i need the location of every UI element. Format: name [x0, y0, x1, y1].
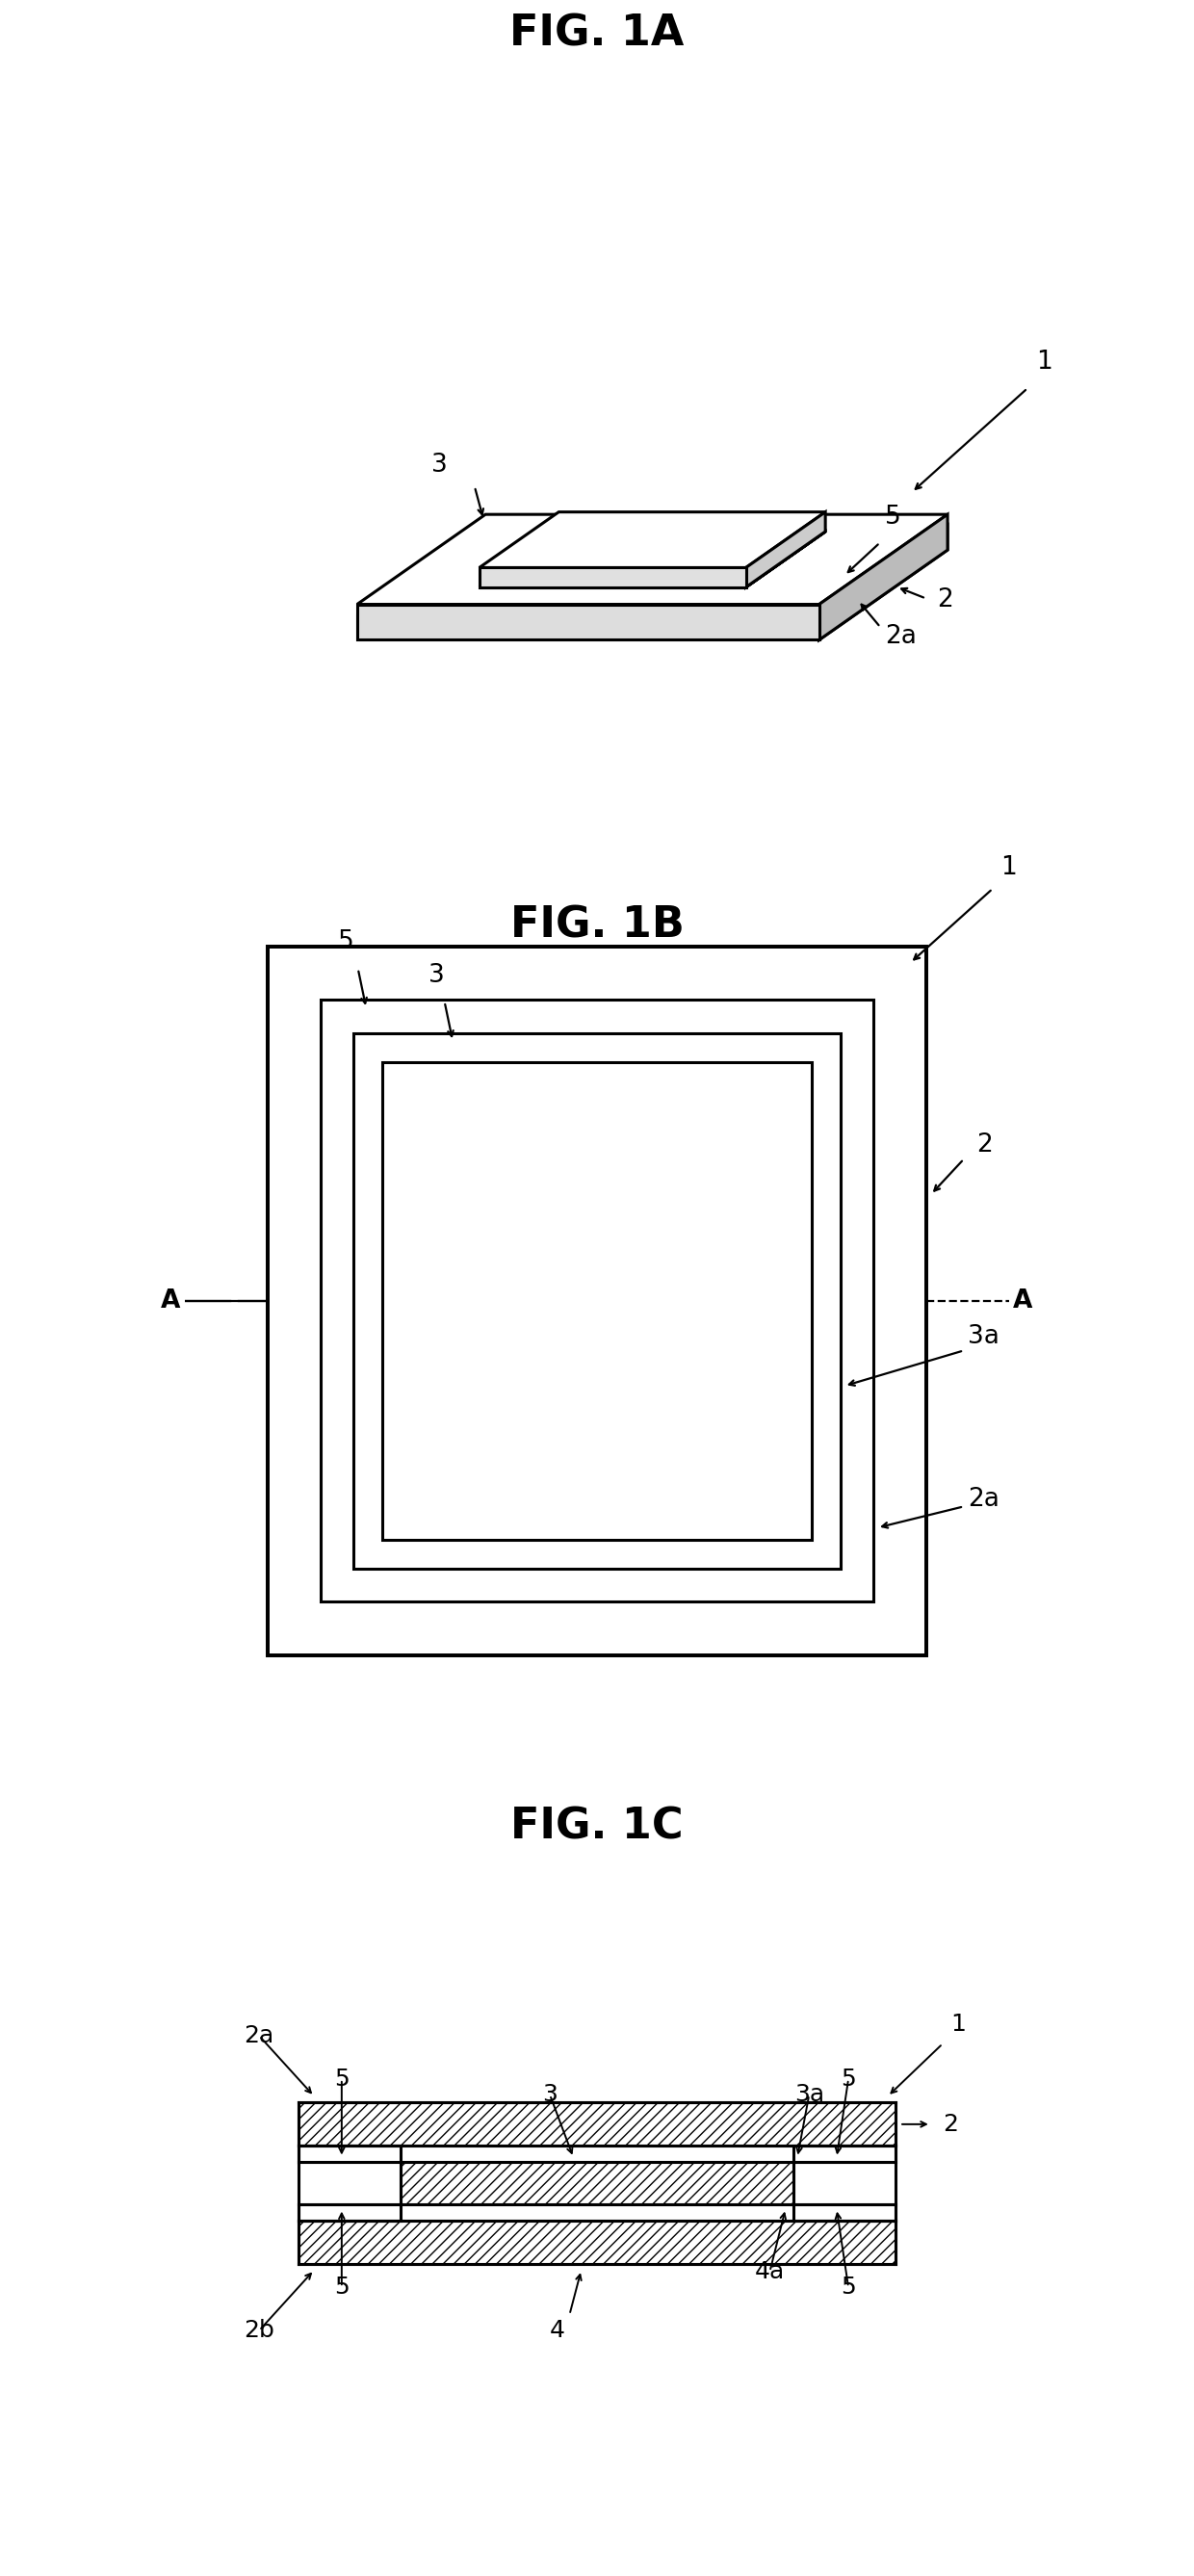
Bar: [793, 2146, 896, 2161]
Text: 3: 3: [431, 453, 447, 477]
Polygon shape: [819, 515, 948, 639]
Text: 3: 3: [542, 2084, 558, 2107]
Text: 5: 5: [841, 2069, 856, 2092]
Text: 1: 1: [1036, 350, 1053, 376]
Bar: [353, 1033, 841, 1569]
Bar: [383, 1061, 811, 1540]
Bar: [267, 945, 927, 1656]
Polygon shape: [479, 567, 746, 587]
Polygon shape: [357, 616, 819, 639]
Text: 5: 5: [334, 2275, 350, 2298]
Text: 1: 1: [1001, 855, 1017, 881]
Text: 2: 2: [943, 2112, 958, 2136]
Bar: [298, 2221, 896, 2264]
Text: 5: 5: [841, 2275, 856, 2298]
Text: 2a: 2a: [885, 623, 917, 649]
Bar: [401, 2161, 793, 2205]
Text: 1: 1: [950, 2012, 966, 2035]
Polygon shape: [819, 526, 948, 639]
Polygon shape: [479, 513, 825, 567]
Text: 2: 2: [977, 1133, 992, 1157]
Text: 3: 3: [429, 963, 444, 987]
Text: 4: 4: [550, 2318, 566, 2342]
Text: FIG. 1B: FIG. 1B: [510, 904, 684, 945]
Polygon shape: [357, 605, 819, 639]
Text: 2a: 2a: [968, 1486, 999, 1512]
Bar: [793, 2205, 896, 2221]
Bar: [298, 2102, 896, 2146]
Text: 5: 5: [338, 930, 353, 956]
Text: 4a: 4a: [755, 2259, 784, 2282]
Text: 2b: 2b: [244, 2318, 275, 2342]
Polygon shape: [357, 526, 948, 616]
Text: A: A: [1014, 1288, 1033, 1314]
Text: 2a: 2a: [244, 2025, 275, 2048]
Bar: [298, 2205, 401, 2221]
Text: FIG. 1A: FIG. 1A: [510, 13, 684, 54]
Text: A: A: [161, 1288, 180, 1314]
Text: 5: 5: [885, 505, 901, 528]
Text: 3a: 3a: [794, 2084, 824, 2107]
Bar: [298, 2146, 401, 2161]
Polygon shape: [357, 515, 948, 605]
Text: FIG. 1C: FIG. 1C: [511, 1806, 683, 1847]
Text: 5: 5: [334, 2069, 350, 2092]
Polygon shape: [746, 531, 825, 587]
Polygon shape: [746, 513, 825, 587]
Text: 2: 2: [936, 587, 953, 613]
Bar: [321, 999, 873, 1602]
Text: 3a: 3a: [968, 1324, 999, 1350]
Polygon shape: [479, 531, 825, 587]
